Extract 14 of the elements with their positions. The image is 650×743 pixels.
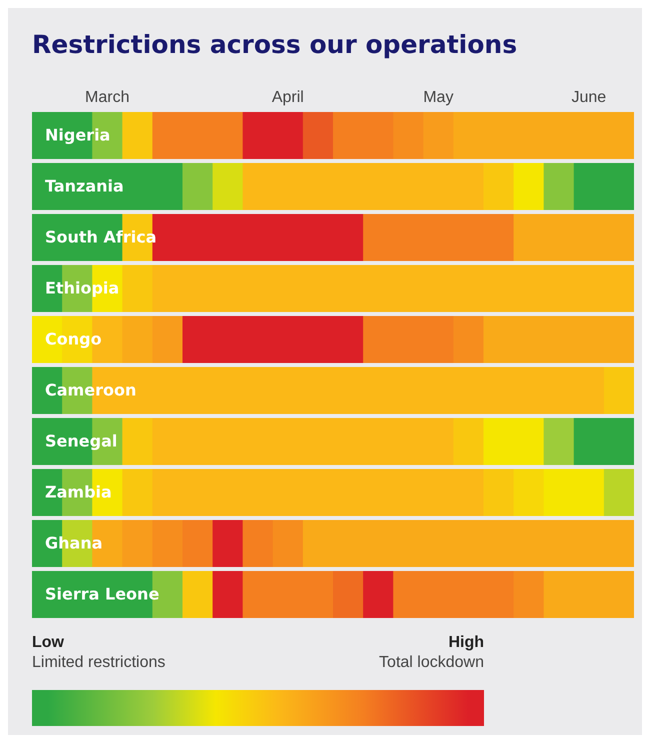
y-tick-label: Tanzania bbox=[45, 176, 124, 196]
x-tick-label: March bbox=[85, 89, 130, 106]
x-tick-label: May bbox=[423, 89, 454, 106]
text: Limited restrictions bbox=[32, 654, 166, 672]
color-bar-label: High bbox=[447, 634, 484, 652]
x-tick-label: April bbox=[272, 89, 304, 106]
color-bar-label: Low bbox=[32, 634, 65, 652]
y-tick-label: Sierra Leone bbox=[45, 584, 160, 604]
y-tick-label: Congo bbox=[45, 330, 102, 348]
text: Total lockdown bbox=[379, 654, 484, 672]
chart-title: Restrictions across our operations bbox=[32, 30, 518, 59]
x-tick-label: June bbox=[572, 89, 606, 106]
y-tick-label: Nigeria bbox=[45, 126, 110, 144]
y-tick-label: Senegal bbox=[45, 432, 118, 450]
